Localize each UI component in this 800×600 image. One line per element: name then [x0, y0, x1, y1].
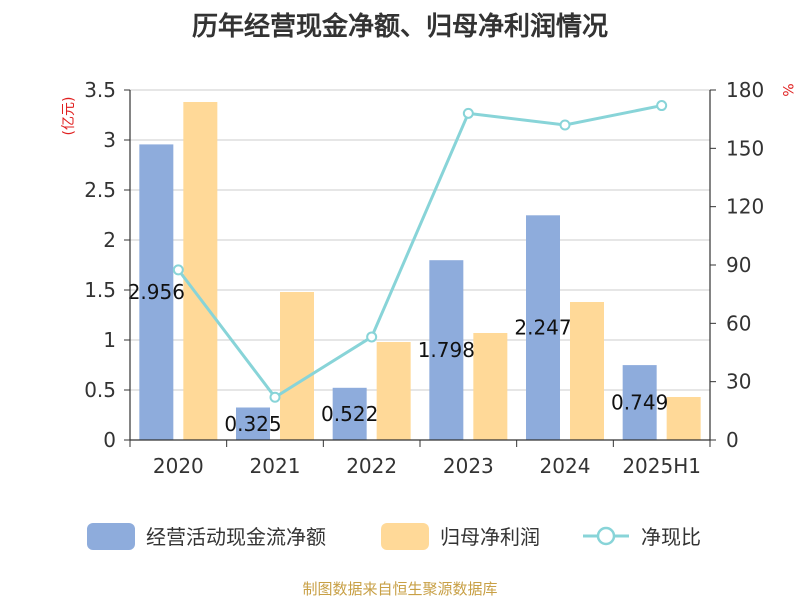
- chart-title: 历年经营现金净额、归母净利润情况: [191, 12, 608, 42]
- y-left-tick-label: 0: [103, 428, 116, 452]
- y-left-tick-label: 3: [103, 128, 116, 152]
- data-labels: 2.956 0.325 0.522 1.798 2.247 0.749: [128, 280, 669, 436]
- line-point: [366, 331, 378, 343]
- y-right-tick-label: 30: [726, 370, 751, 394]
- source-note: 制图数据来自恒生聚源数据库: [302, 580, 498, 598]
- y-right-axis-label: %: [779, 83, 795, 96]
- y-left-tick-label: 0.5: [84, 378, 116, 402]
- data-label-operating-cashflow: 1.798: [418, 338, 475, 362]
- legend-label-operating-cashflow: 经营活动现金流净额: [146, 525, 326, 549]
- bar-operating-cashflow: [622, 365, 657, 440]
- data-label-operating-cashflow: 2.956: [128, 280, 185, 304]
- legend-swatch-operating-cashflow: [87, 523, 135, 550]
- y-left-tick-label: 2: [103, 228, 116, 252]
- bar-operating-cashflow: [332, 387, 367, 440]
- y-right-tick-label: 150: [726, 136, 764, 160]
- bars: [139, 102, 701, 440]
- line-point: [172, 264, 184, 276]
- line-point: [559, 119, 571, 131]
- y-left-tick-label: 3.5: [84, 78, 116, 102]
- y-right-tick-label: 60: [726, 311, 751, 335]
- bar-operating-cashflow: [526, 215, 560, 440]
- bar-net-profit: [280, 292, 314, 440]
- y-right-tick-label: 180: [726, 78, 764, 102]
- x-tick-label: 2021: [250, 454, 301, 478]
- line-point: [462, 107, 474, 119]
- bar-operating-cashflow: [236, 407, 270, 440]
- legend-swatch-cash-ratio-point: [596, 526, 616, 546]
- y-left-tick-label: 2.5: [84, 178, 116, 202]
- legend: 经营活动现金流净额 归母净利润 净现比: [87, 523, 701, 550]
- legend-label-net-profit: 归母净利润: [440, 525, 540, 549]
- x-tick-label: 2025H1: [622, 454, 701, 478]
- bar-net-profit: [183, 102, 218, 440]
- line-series: [172, 100, 668, 403]
- bar-net-profit: [570, 302, 604, 440]
- y-left-tick-label: 1: [103, 328, 116, 352]
- bar-operating-cashflow: [139, 144, 174, 440]
- y-left-tick-label: 1.5: [84, 278, 116, 302]
- axes: 0 0.5 1 1.5 2 2.5 3 3.5 0 30 60 90 120 150 180 2020 2021…: [61, 78, 795, 478]
- x-tick-label: 2023: [443, 454, 494, 478]
- bar-net-profit: [666, 397, 701, 440]
- y-left-axis-label: (亿元): [61, 97, 77, 136]
- line-point: [656, 100, 668, 112]
- bar-net-profit: [473, 333, 508, 440]
- data-label-operating-cashflow: 0.522: [321, 402, 378, 426]
- x-tick-label: 2024: [540, 454, 591, 478]
- data-label-operating-cashflow: 2.247: [514, 316, 571, 340]
- y-right-tick-label: 120: [726, 195, 764, 219]
- data-label-operating-cashflow: 0.749: [611, 391, 668, 415]
- y-right-tick-label: 90: [726, 253, 751, 277]
- y-right-tick-label: 0: [726, 428, 739, 452]
- line-point: [269, 391, 281, 403]
- x-tick-label: 2022: [346, 454, 397, 478]
- data-label-operating-cashflow: 0.325: [224, 412, 281, 436]
- bar-net-profit: [376, 342, 411, 440]
- x-tick-label: 2020: [153, 454, 204, 478]
- line-cash-ratio: [177, 104, 662, 400]
- legend-label-cash-ratio: 净现比: [641, 525, 701, 549]
- legend-swatch-net-profit: [381, 523, 429, 550]
- bar-operating-cashflow: [429, 260, 464, 440]
